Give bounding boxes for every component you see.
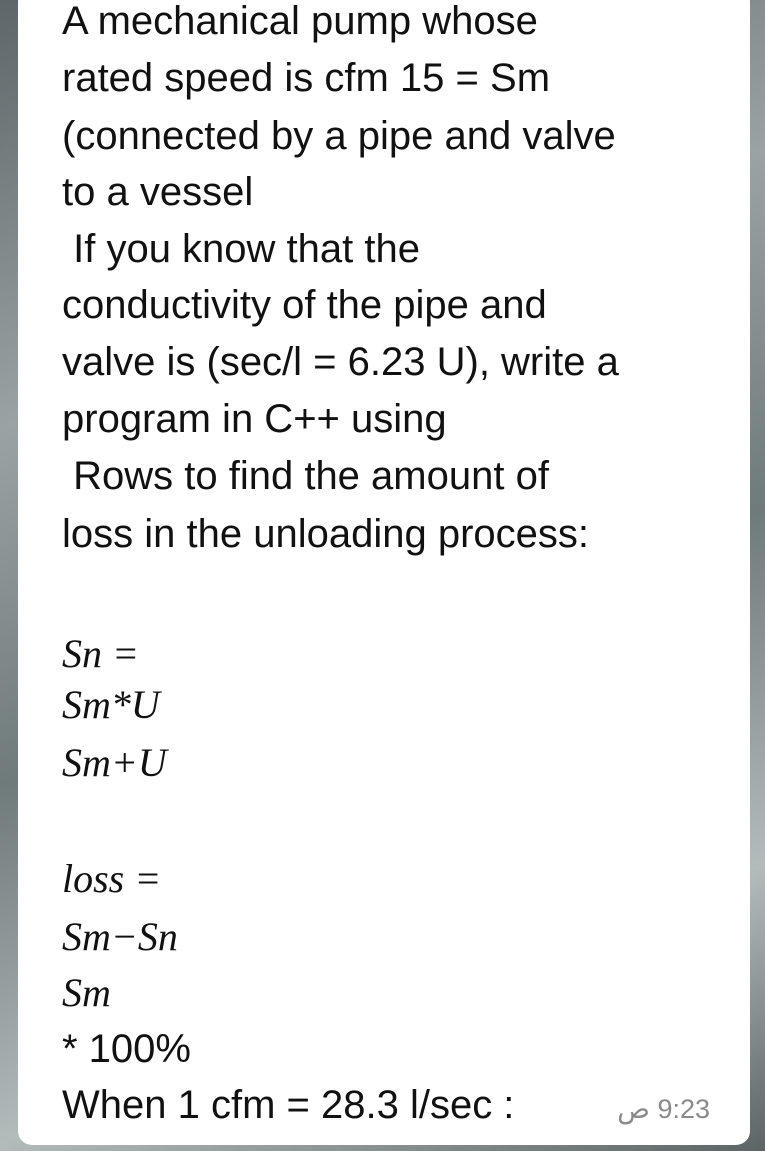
formula-line: Sm−Sn: [62, 914, 178, 959]
formula-line: Sm*U: [62, 682, 160, 727]
text-line: (connected by a pipe and valve: [62, 114, 616, 158]
text-line: valve is (sec/l = 6.23 U), write a: [62, 340, 619, 384]
formula-line: Sm: [62, 970, 111, 1015]
text-line: A mechanical pump whose: [62, 0, 538, 43]
text-line: program in C++ using: [62, 397, 447, 441]
text-line: rated speed is cfm 15 = Sm: [62, 56, 551, 100]
text-line: to a vessel: [62, 170, 254, 214]
text-line: Rows to find the amount of: [62, 454, 549, 498]
text-line: conductivity of the pipe and: [62, 283, 547, 327]
formula-line: loss =: [62, 856, 162, 901]
formula-line: Sm+U: [62, 740, 167, 785]
formula-line: Sn =: [62, 631, 139, 676]
text-line: loss in the unloading process:: [62, 512, 589, 556]
text-line: If you know that the: [62, 227, 420, 271]
timestamp: 9:23 ص: [617, 1094, 710, 1124]
message-bubble: A mechanical pump whose rated speed is cf…: [18, 0, 750, 1145]
text-line: * 100%: [62, 1027, 191, 1071]
text-line: When 1 cfm = 28.3 l/sec :: [62, 1083, 515, 1127]
